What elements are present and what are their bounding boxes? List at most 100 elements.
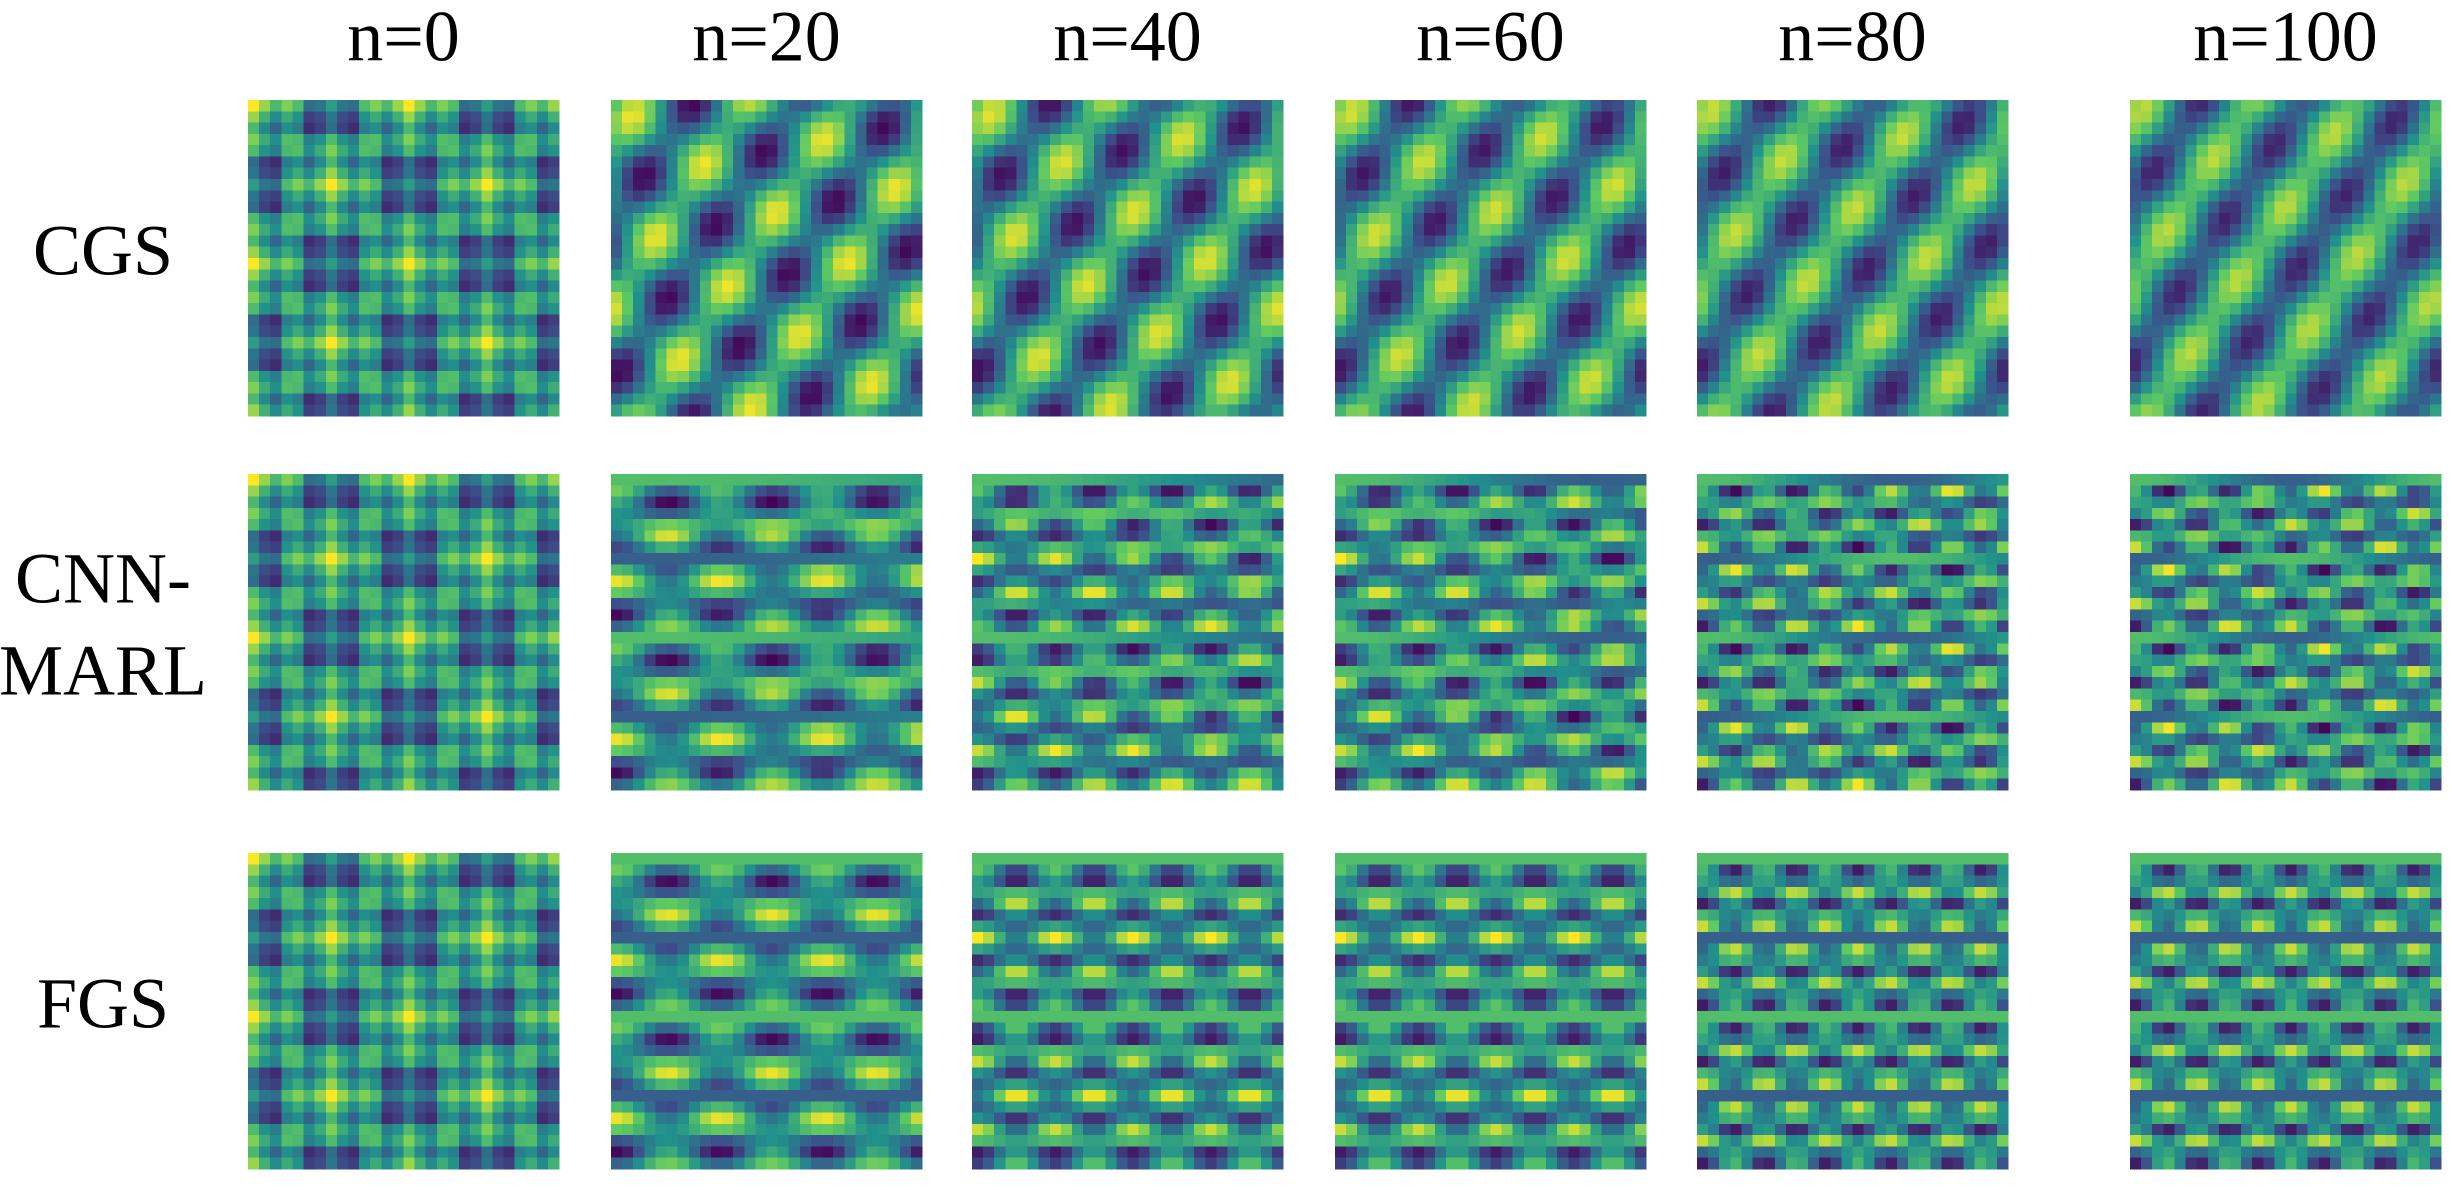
heatmap-cell [1083, 201, 1095, 214]
heatmap-cell [325, 530, 338, 543]
heatmap-cell [1127, 348, 1140, 361]
heatmap-cell [1708, 235, 1720, 248]
heatmap-cell [899, 212, 912, 225]
heatmap-cell [392, 382, 405, 395]
heatmap-cell [1708, 348, 1720, 361]
heatmap-cell [888, 122, 901, 135]
heatmap-cell [733, 179, 745, 191]
heatmap-cell [1819, 156, 1831, 169]
heatmap-cell [1227, 382, 1240, 395]
heatmap-cell [2241, 280, 2253, 293]
heatmap-cell [855, 122, 868, 135]
heatmap-cell [1127, 246, 1140, 259]
heatmap-cell [994, 145, 1006, 158]
heatmap-cell [2152, 269, 2164, 282]
heatmap-cell [1127, 359, 1140, 372]
heatmap-cell [1205, 190, 1217, 203]
heatmap-cell [248, 665, 260, 678]
heatmap-cell [810, 190, 823, 203]
heatmap-cell [1546, 291, 1558, 304]
heatmap-cell [414, 235, 427, 248]
heatmap-cell [899, 280, 912, 293]
heatmap-cell [2318, 269, 2331, 282]
heatmap-cell [281, 575, 294, 588]
heatmap-cell [899, 258, 912, 270]
heatmap-cell [2274, 359, 2287, 372]
heatmap-cell [1205, 314, 1217, 327]
heatmap-cell [1752, 145, 1765, 158]
heatmap-cell [1819, 100, 1831, 112]
heatmap-cell [392, 258, 405, 270]
heatmap-cell [270, 325, 282, 338]
heatmap-cell [1896, 167, 1909, 180]
heatmap-cell [1996, 370, 2009, 383]
heatmap-cell [403, 179, 416, 191]
heatmap-cell [325, 190, 338, 203]
heatmap-cell [2318, 156, 2331, 169]
heatmap-cell [655, 370, 668, 383]
heatmap-cell [2252, 291, 2264, 304]
heatmap-cell [1774, 303, 1787, 316]
heatmap-cell [2196, 337, 2209, 349]
heatmap-cell [470, 337, 482, 349]
heatmap-cell [755, 280, 768, 293]
heatmap-cell [2229, 359, 2242, 372]
heatmap-cell [1071, 235, 1084, 248]
heatmap-cell [1260, 404, 1273, 417]
heatmap-cell [347, 179, 360, 191]
heatmap-cell [1623, 190, 1636, 203]
heatmap-cell [2185, 348, 2198, 361]
heatmap-cell [710, 156, 723, 169]
heatmap-cell [899, 325, 912, 338]
heatmap-cell [1512, 303, 1525, 316]
heatmap-cell [1579, 359, 1592, 372]
heatmap-cell [1457, 179, 1469, 191]
heatmap-cell [1941, 303, 1954, 316]
heatmap-cell [1171, 201, 1184, 214]
heatmap-cell [2429, 167, 2442, 180]
heatmap-cell [611, 393, 623, 406]
heatmap-cell [470, 246, 482, 259]
heatmap-cell [1194, 269, 1206, 282]
heatmap-cell [710, 258, 723, 270]
heatmap-cell [1271, 280, 1284, 293]
heatmap-cell [1852, 325, 1865, 338]
heatmap-cell [1457, 100, 1469, 112]
heatmap-cell [403, 303, 416, 316]
heatmap-cell [1819, 190, 1831, 203]
heatmap-cell [459, 280, 471, 293]
heatmap-cell [1557, 303, 1569, 316]
heatmap-cell [470, 359, 482, 372]
heatmap-cell [1719, 258, 1731, 270]
heatmap-cell [2363, 359, 2375, 372]
heatmap-cell [888, 269, 901, 282]
heatmap-cell [1105, 156, 1117, 169]
heatmap-cell [1830, 179, 1842, 191]
heatmap-cell [2252, 393, 2264, 406]
heatmap-cell [644, 314, 657, 327]
heatmap-cell [270, 688, 282, 701]
heatmap-cell [1568, 303, 1580, 316]
heatmap-cell [1357, 404, 1369, 417]
heatmap-cell [1171, 370, 1184, 383]
heatmap-cell [1808, 370, 1820, 383]
heatmap-cell [699, 179, 712, 191]
heatmap-cell [392, 314, 405, 327]
heatmap-cell [2363, 269, 2375, 282]
heatmap-cell [1357, 280, 1369, 293]
heatmap-cell [1919, 359, 1931, 372]
heatmap-cell [1919, 280, 1931, 293]
heatmap-cell [1568, 291, 1580, 304]
heatmap-cell [833, 167, 845, 180]
heatmap-cell [833, 122, 845, 135]
heatmap-cell [1501, 201, 1514, 214]
heatmap-cell [1194, 212, 1206, 225]
heatmap-cell [1160, 269, 1173, 282]
heatmap-cell [1368, 145, 1381, 158]
heatmap-cell [303, 632, 316, 644]
heatmap-cell [1919, 291, 1931, 304]
heatmap-cell [492, 190, 505, 203]
heatmap-cell [1579, 325, 1592, 338]
heatmap-cell [2329, 359, 2342, 372]
heatmap-cell [1205, 370, 1217, 383]
